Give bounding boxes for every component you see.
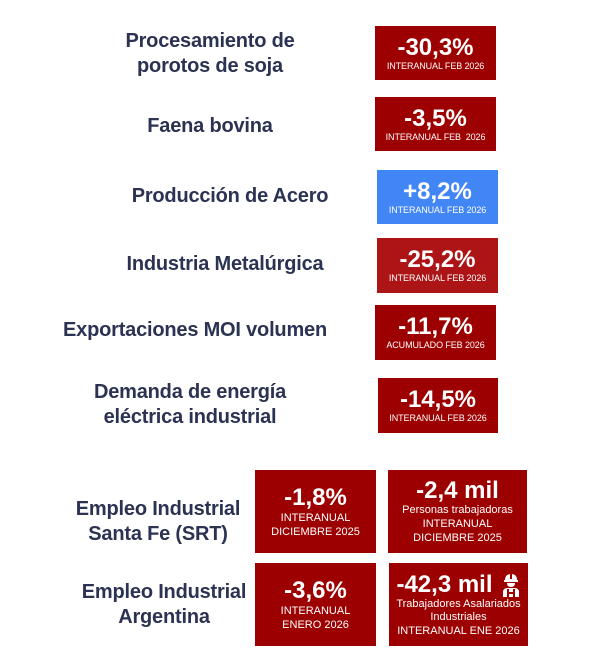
employment-label-argentina: Empleo Industrial Argentina: [64, 580, 264, 630]
indicator-value: -25,2%: [399, 246, 476, 273]
indicator-value: -14,5%: [399, 386, 477, 413]
construction-worker-icon: [502, 573, 519, 597]
indicator-period: INTERANUAL FEB 2026: [389, 413, 487, 423]
label-line: Empleo Industrial: [75, 498, 241, 520]
employment-abs-card-santa-fe: -2,4 mil Personas trabajadoras INTERANUA…: [388, 470, 527, 553]
indicator-card-energia-electrica: -14,5% INTERANUAL FEB 2026: [378, 378, 498, 433]
label-line: porotos de soja: [137, 55, 283, 77]
employment-pct-period: INTERANUAL: [280, 511, 351, 524]
employment-pct-period: INTERANUAL: [280, 604, 351, 617]
indicator-label-energia-electrica: Demanda de energía eléctrica industrial: [80, 380, 300, 430]
label-line: Argentina: [118, 606, 210, 628]
employment-abs-period: INTERANUAL ENE 2026: [397, 624, 520, 637]
indicator-value: +8,2%: [403, 177, 472, 205]
employment-abs-description: Industriales: [430, 610, 487, 623]
employment-pct-period: DICIEMBRE 2025: [271, 525, 360, 538]
indicator-label-acero: Producción de Acero: [100, 184, 360, 209]
label-line: Faena bovina: [147, 115, 273, 137]
indicator-label-metalurgica: Industria Metalúrgica: [95, 252, 355, 277]
employment-abs-card-argentina: -42,3 mil Trabajadores Asalariados Indus…: [389, 563, 528, 646]
indicator-label-faena-bovina: Faena bovina: [100, 114, 320, 139]
indicator-card-acero: +8,2% INTERANUAL FEB 2026: [377, 170, 498, 224]
employment-pct-card-santa-fe: -1,8% INTERANUAL DICIEMBRE 2025: [255, 470, 376, 553]
indicator-period: INTERANUAL FEB 2026: [388, 204, 487, 215]
label-line: Exportaciones MOI volumen: [63, 319, 327, 341]
employment-pct-card-argentina: -3,6% INTERANUAL ENERO 2026: [255, 563, 376, 646]
indicator-period: INTERANUAL FEB 2026: [386, 60, 485, 71]
indicator-label-exportaciones-moi: Exportaciones MOI volumen: [55, 318, 335, 343]
employment-pct-value: -3,6%: [284, 576, 347, 604]
indicator-value: -11,7%: [398, 313, 473, 340]
label-line: Producción de Acero: [131, 185, 329, 207]
indicator-period: ACUMULADO FEB 2026: [386, 340, 485, 350]
label-line: Procesamiento de: [125, 30, 295, 52]
employment-abs-value-row: -42,3 mil: [396, 570, 520, 598]
indicator-value: -3,5%: [404, 104, 467, 132]
employment-abs-description: Personas trabajadoras: [402, 504, 513, 516]
indicator-period: INTERANUAL FEB 2026: [388, 273, 487, 283]
employment-abs-period: DICIEMBRE 2025: [413, 532, 502, 544]
employment-label-santa-fe: Empleo Industrial Santa Fe (SRT): [58, 497, 258, 547]
label-line: Santa Fe (SRT): [88, 523, 228, 545]
employment-abs-period: INTERANUAL: [422, 518, 493, 530]
indicator-card-soja: -30,3% INTERANUAL FEB 2026: [375, 26, 496, 80]
employment-abs-description: Trabajadores Asalariados: [396, 597, 521, 610]
employment-abs-value: -2,4 mil: [416, 477, 499, 504]
label-line: Industria Metalúrgica: [126, 253, 324, 275]
employment-abs-value: -42,3 mil: [396, 570, 493, 598]
indicator-card-faena-bovina: -3,5% INTERANUAL FEB 2026: [375, 97, 496, 151]
indicator-label-soja: Procesamiento de porotos de soja: [100, 29, 320, 79]
label-line: Demanda de energía: [93, 381, 287, 403]
employment-pct-value: -1,8%: [284, 483, 347, 511]
indicator-value: -30,3%: [397, 33, 474, 61]
employment-pct-period: ENERO 2026: [282, 618, 349, 631]
indicator-card-metalurgica: -25,2% INTERANUAL FEB 2026: [377, 238, 498, 293]
indicator-card-exportaciones-moi: -11,7% ACUMULADO FEB 2026: [375, 305, 496, 360]
label-line: eléctrica industrial: [103, 406, 277, 428]
label-line: Empleo Industrial: [81, 581, 247, 603]
indicator-period: INTERANUAL FEB 2026: [385, 131, 486, 142]
